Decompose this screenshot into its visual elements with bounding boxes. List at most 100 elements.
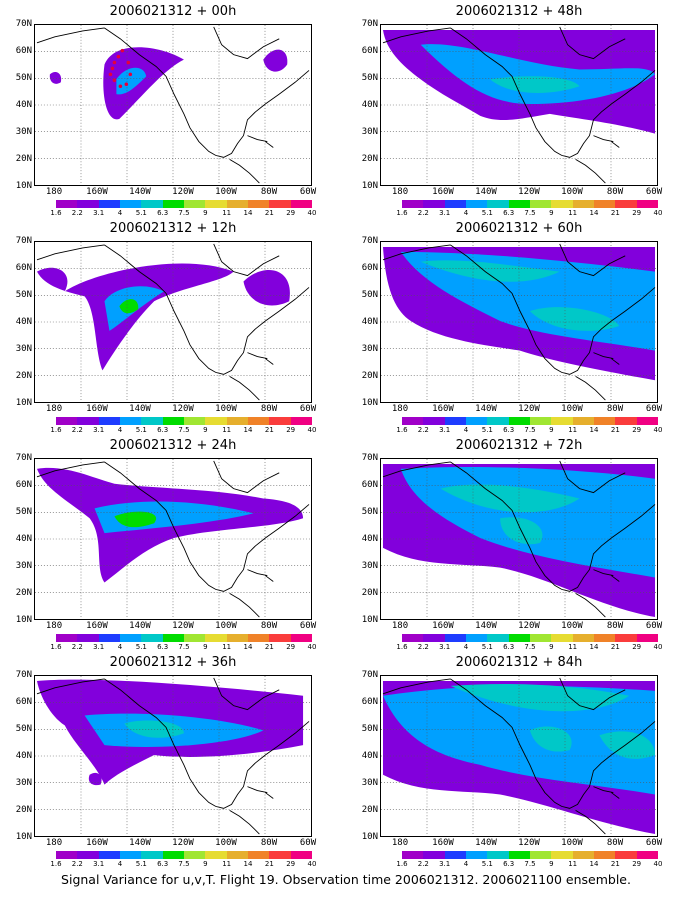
x-tick-label: 120W — [518, 621, 540, 631]
variance-contour — [529, 307, 620, 331]
colorbar-label: 5.1 — [135, 860, 147, 868]
colorbar-label: 11 — [568, 643, 578, 651]
colorbar-label: 3.1 — [439, 860, 451, 868]
colorbar-cell — [423, 634, 445, 642]
x-tick-label: 100W — [561, 838, 583, 848]
colorbar-cell — [529, 417, 552, 425]
x-tick-label: 160W — [86, 621, 108, 631]
colorbar-cell — [572, 851, 594, 859]
y-tick-label: 50N — [361, 507, 378, 517]
y-tick-label: 40N — [15, 534, 32, 544]
y-tick-label: 20N — [361, 805, 378, 815]
y-tick-label: 40N — [15, 100, 32, 110]
colorbar-cell — [162, 851, 184, 859]
colorbar-label: 9 — [203, 643, 208, 651]
map-panel-84h: 2006021312 + 84h 70N 60N 50N 40N 30N 20N 10N 180… — [346, 651, 692, 876]
y-tick-label: 10N — [15, 832, 32, 842]
colorbar-cell — [423, 417, 445, 425]
map-plot — [380, 458, 658, 620]
colorbar-label: 6.3 — [503, 860, 515, 868]
colorbar-labels: 1.6 2.2 3.1 4 5.1 6.3 7.5 9 11 14 21 29 40 — [396, 209, 662, 219]
colorbar-cell — [119, 417, 142, 425]
colorbar-cell — [205, 851, 227, 859]
colorbar-cell — [444, 200, 466, 208]
colorbar-label: 14 — [243, 209, 253, 217]
colorbar-cell — [572, 634, 594, 642]
colorbar-cell — [226, 417, 248, 425]
colorbar-label: 4 — [463, 643, 469, 651]
y-tick-label: 40N — [361, 100, 378, 110]
variance-contour — [88, 772, 102, 786]
colorbar-cell — [141, 851, 163, 859]
colorbar-cell — [290, 200, 312, 208]
x-tick-label: 100W — [215, 187, 237, 197]
y-tick-label: 70N — [15, 19, 32, 29]
x-tick-label: 140W — [475, 187, 497, 197]
y-tick-label: 30N — [15, 127, 32, 137]
map-panel-48h: 2006021312 + 48h 70N 60N 50N 40N 30N 20N 10N 180… — [346, 0, 692, 225]
y-tick-label: 60N — [15, 46, 32, 56]
colorbar-cell — [636, 634, 658, 642]
colorbar-label: 14 — [243, 643, 253, 651]
colorbar-cell — [529, 200, 552, 208]
y-tick-label: 40N — [361, 534, 378, 544]
colorbar-label: 1.6 — [396, 860, 408, 868]
colorbar-label: 6.3 — [503, 209, 515, 217]
colorbar-cell — [615, 200, 637, 208]
x-tick-label: 180 — [391, 838, 409, 848]
x-tick-label: 160W — [432, 621, 454, 631]
colorbar-cell — [402, 851, 424, 859]
x-tick-label: 140W — [129, 838, 151, 848]
colorbar-label: 40 — [307, 426, 317, 434]
y-tick-label: 40N — [361, 317, 378, 327]
colorbar-cell — [205, 417, 227, 425]
variance-contour — [440, 484, 580, 513]
colorbar-cell — [487, 851, 509, 859]
panel-title: 2006021312 + 48h — [455, 4, 583, 19]
colorbar-label: 29 — [286, 643, 296, 651]
colorbar-label: 14 — [243, 860, 253, 868]
colorbar-label: 3.1 — [439, 426, 451, 434]
variance-contour — [599, 731, 656, 759]
colorbar-label: 7.5 — [524, 209, 536, 217]
colorbar-cell — [162, 417, 184, 425]
colorbar-label: 4 — [117, 426, 123, 434]
colorbar-cell — [593, 851, 616, 859]
variance-contour — [119, 299, 139, 314]
colorbar-cell — [162, 634, 184, 642]
colorbar-cell — [56, 200, 78, 208]
colorbar-label: 5.1 — [135, 209, 147, 217]
colorbar-cell — [77, 851, 99, 859]
x-tick-label: 120W — [518, 838, 540, 848]
colorbar-label: 4 — [117, 860, 123, 868]
colorbar-label: 21 — [610, 643, 620, 651]
colorbar-cell — [593, 200, 616, 208]
variance-contour — [243, 269, 290, 306]
x-tick-label: 80W — [606, 404, 624, 414]
x-tick-label: 140W — [475, 404, 497, 414]
colorbar-label: 3.1 — [439, 643, 451, 651]
colorbar-labels: 1.6 2.2 3.1 4 5.1 6.3 7.5 9 11 14 21 29 40 — [396, 643, 662, 653]
colorbar-cell — [551, 200, 573, 208]
colorbar-cell — [465, 851, 488, 859]
x-tick-label: 100W — [561, 621, 583, 631]
colorbar-label: 11 — [222, 426, 232, 434]
colorbar-label: 4 — [463, 209, 469, 217]
colorbar — [56, 417, 312, 425]
map-panel-36h: 2006021312 + 36h 70N 60N 50N 40N 30N 20N 10N 180… — [0, 651, 346, 876]
colorbar-cell — [119, 200, 142, 208]
flight-track-point — [116, 54, 121, 59]
y-tick-label: 10N — [361, 615, 378, 625]
colorbar-cell — [529, 851, 552, 859]
y-tick-label: 50N — [15, 73, 32, 83]
colorbar-cell — [508, 417, 530, 425]
colorbar-cell — [444, 634, 466, 642]
colorbar-label: 40 — [653, 209, 663, 217]
flight-track-point — [126, 60, 131, 65]
colorbar-label: 29 — [632, 426, 642, 434]
flight-track-point — [120, 48, 125, 53]
coastline — [36, 460, 310, 618]
flight-track-point — [110, 66, 115, 71]
colorbar-cell — [98, 200, 120, 208]
flight-track-point — [128, 72, 133, 77]
